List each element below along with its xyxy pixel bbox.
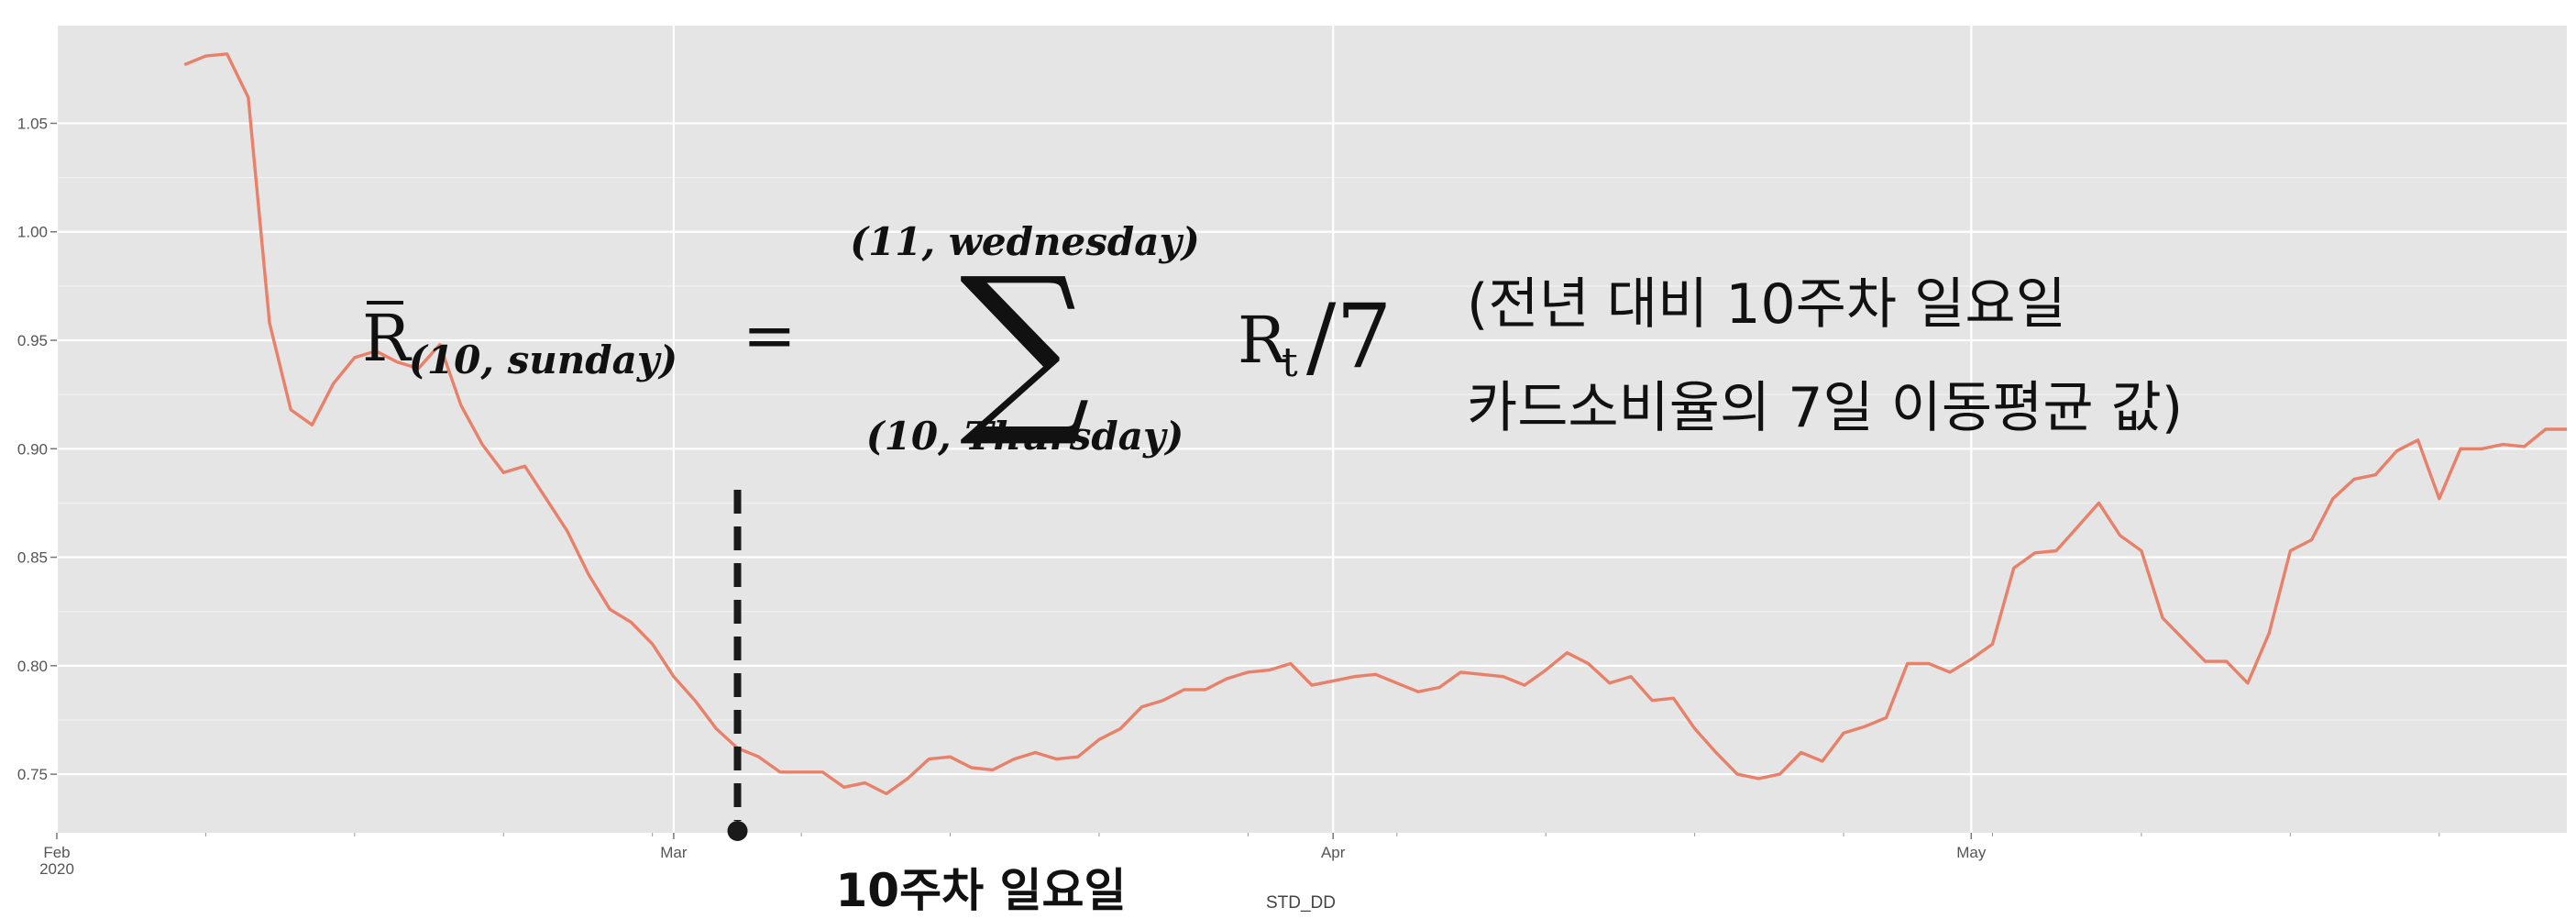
x-tick-label: Feb 2020 bbox=[39, 844, 74, 878]
x-axis-tick-labels: Feb 2020 Mar Apr May bbox=[39, 844, 1987, 878]
formula-sum-lower: (10, Thursday) bbox=[866, 414, 1184, 459]
x-tick-label: Mar bbox=[660, 844, 688, 861]
y-tick-label: 0.75 bbox=[17, 766, 48, 783]
x-axis-title: STD_DD bbox=[1266, 893, 1336, 913]
note-line-2: 카드소비율의 7일 이동평균 값) bbox=[1467, 376, 2183, 440]
y-tick-label: 1.00 bbox=[17, 224, 48, 241]
axis-ticks bbox=[50, 122, 2440, 839]
x-tick-label: Apr bbox=[1321, 844, 1346, 861]
y-tick-label: 1.05 bbox=[17, 115, 48, 132]
y-tick-label: 0.90 bbox=[17, 440, 48, 458]
formula-lhs-subscript: (10, sunday) bbox=[409, 338, 677, 382]
plot-panel bbox=[57, 26, 2567, 833]
y-tick-label: 0.85 bbox=[17, 549, 48, 567]
formula-lhs-base: R bbox=[362, 301, 413, 376]
formula-equals: = bbox=[743, 298, 797, 373]
week10-sunday-marker-dot bbox=[727, 821, 748, 841]
grid-lines bbox=[55, 26, 2567, 833]
formula-term: R bbox=[1238, 303, 1288, 378]
formula-sum-upper: (11, wednesday) bbox=[850, 219, 1200, 264]
x-tick-label: May bbox=[1956, 844, 1987, 861]
moving-average-formula: R (10, sunday) = (11, wednesday) ∑ (10, … bbox=[362, 219, 1392, 459]
formula-sum-symbol: ∑ bbox=[960, 238, 1091, 452]
y-tick-label: 0.95 bbox=[17, 332, 48, 349]
series-line bbox=[183, 52, 2567, 796]
y-tick-label: 0.80 bbox=[17, 658, 48, 675]
formula-divide: /7 bbox=[1306, 285, 1392, 388]
y-axis-tick-labels: 0.75 0.80 0.85 0.90 0.95 1.00 1.05 bbox=[17, 115, 48, 783]
formula-term-subscript: t bbox=[1282, 339, 1298, 386]
marker-label: 10주차 일요일 bbox=[836, 864, 1127, 917]
note-line-1: (전년 대비 10주차 일요일 bbox=[1467, 272, 2066, 337]
